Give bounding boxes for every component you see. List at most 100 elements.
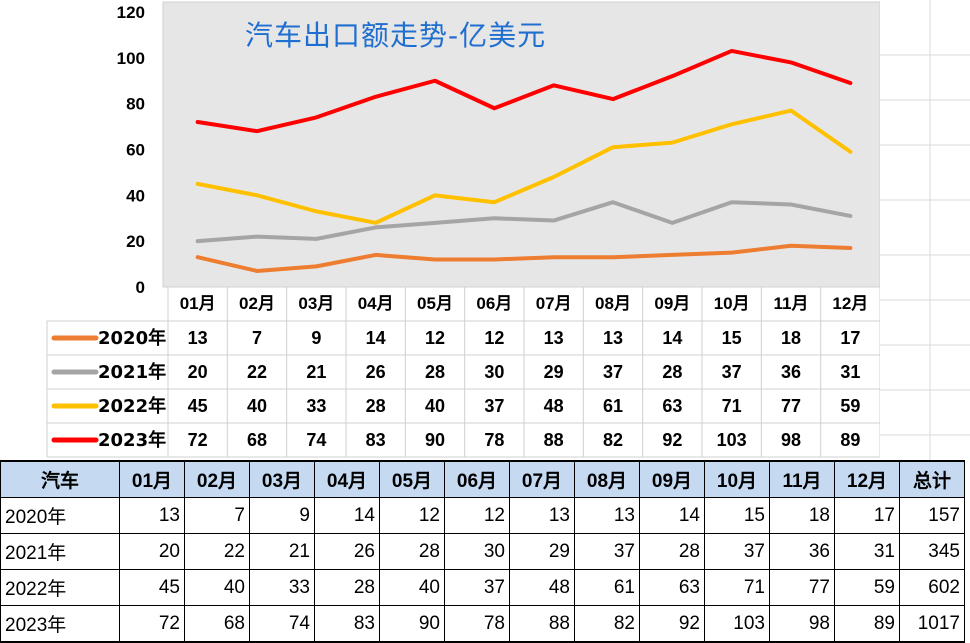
- data-label: 37: [484, 396, 504, 416]
- table-cell: 40: [380, 570, 445, 606]
- data-label: 31: [840, 362, 860, 382]
- y-tick-label: 60: [126, 141, 145, 160]
- table-header-cell: 03月: [250, 461, 315, 498]
- y-tick-label: 80: [126, 95, 145, 114]
- table-cell: 88: [510, 606, 575, 643]
- table-cell: 17: [835, 498, 900, 534]
- data-label: 61: [603, 396, 623, 416]
- table-cell: 59: [835, 570, 900, 606]
- table-cell: 28: [315, 570, 380, 606]
- data-label: 40: [247, 396, 267, 416]
- x-tick-label: 02月: [239, 294, 275, 313]
- table-cell: 68: [185, 606, 250, 643]
- table-cell: 37: [445, 570, 510, 606]
- data-label: 18: [781, 328, 801, 348]
- table-cell: 37: [705, 534, 770, 570]
- x-tick-label: 09月: [654, 294, 690, 313]
- table-cell: 30: [445, 534, 510, 570]
- table-cell: 1017: [900, 606, 965, 643]
- table-cell: 92: [640, 606, 705, 643]
- table-cell: 90: [380, 606, 445, 643]
- table-cell: 14: [315, 498, 380, 534]
- table-cell: 89: [835, 606, 900, 643]
- y-tick-label: 0: [136, 278, 145, 297]
- table-cell: 29: [510, 534, 575, 570]
- data-label: 63: [662, 396, 682, 416]
- table-cell: 63: [640, 570, 705, 606]
- table-cell: 77: [770, 570, 835, 606]
- data-label: 28: [425, 362, 445, 382]
- data-label: 7: [252, 328, 262, 348]
- data-label: 12: [484, 328, 504, 348]
- data-label: 68: [247, 430, 267, 450]
- data-label: 59: [840, 396, 860, 416]
- table-header-cell: 04月: [315, 461, 380, 498]
- legend-label: 2023年: [98, 429, 166, 451]
- data-label: 72: [188, 430, 208, 450]
- table-cell: 12: [445, 498, 510, 534]
- x-tick-label: 01月: [180, 294, 216, 313]
- table-cell: 37: [575, 534, 640, 570]
- table-cell: 82: [575, 606, 640, 643]
- table-cell: 13: [510, 498, 575, 534]
- data-label: 40: [425, 396, 445, 416]
- table-cell: 33: [250, 570, 315, 606]
- data-label: 13: [544, 328, 564, 348]
- table-cell: 98: [770, 606, 835, 643]
- data-label: 48: [544, 396, 564, 416]
- table-cell: 45: [120, 570, 185, 606]
- row-label: 2023年: [1, 606, 120, 643]
- table-cell: 18: [770, 498, 835, 534]
- y-tick-label: 40: [126, 186, 145, 205]
- table-header-cell: 08月: [575, 461, 640, 498]
- data-label: 92: [662, 430, 682, 450]
- x-tick-label: 10月: [714, 294, 750, 313]
- table-header-cell: 11月: [770, 461, 835, 498]
- x-tick-label: 07月: [536, 294, 572, 313]
- data-label: 82: [603, 430, 623, 450]
- chart-title: 汽车出口额走势-亿美元: [245, 14, 546, 54]
- table-header-cell: 09月: [640, 461, 705, 498]
- y-tick-label: 100: [117, 49, 145, 68]
- data-label: 17: [840, 328, 860, 348]
- table-cell: 28: [380, 534, 445, 570]
- data-label: 74: [306, 430, 326, 450]
- data-label: 103: [717, 430, 747, 450]
- x-tick-label: 03月: [298, 294, 334, 313]
- x-tick-label: 11月: [774, 294, 809, 313]
- table-cell: 48: [510, 570, 575, 606]
- table-cell: 15: [705, 498, 770, 534]
- table-cell: 31: [835, 534, 900, 570]
- table-cell: 22: [185, 534, 250, 570]
- table-cell: 13: [120, 498, 185, 534]
- table-cell: 40: [185, 570, 250, 606]
- y-tick-label: 20: [126, 232, 145, 251]
- table-cell: 345: [900, 534, 965, 570]
- data-label: 45: [188, 396, 208, 416]
- row-label: 2020年: [1, 498, 120, 534]
- data-label: 14: [366, 328, 386, 348]
- table-header-cell: 06月: [445, 461, 510, 498]
- data-label: 26: [366, 362, 386, 382]
- row-label: 2022年: [1, 570, 120, 606]
- table-cell: 21: [250, 534, 315, 570]
- table-header-cell: 汽车: [1, 461, 120, 498]
- table-header-cell: 12月: [835, 461, 900, 498]
- data-label: 21: [306, 362, 326, 382]
- table-cell: 12: [380, 498, 445, 534]
- table-cell: 36: [770, 534, 835, 570]
- table-cell: 9: [250, 498, 315, 534]
- table-cell: 13: [575, 498, 640, 534]
- table-cell: 61: [575, 570, 640, 606]
- table-cell: 20: [120, 534, 185, 570]
- data-label: 98: [781, 430, 801, 450]
- table-cell: 83: [315, 606, 380, 643]
- table-cell: 74: [250, 606, 315, 643]
- data-label: 22: [247, 362, 267, 382]
- data-label: 20: [188, 362, 208, 382]
- legend-label: 2021年: [98, 361, 166, 383]
